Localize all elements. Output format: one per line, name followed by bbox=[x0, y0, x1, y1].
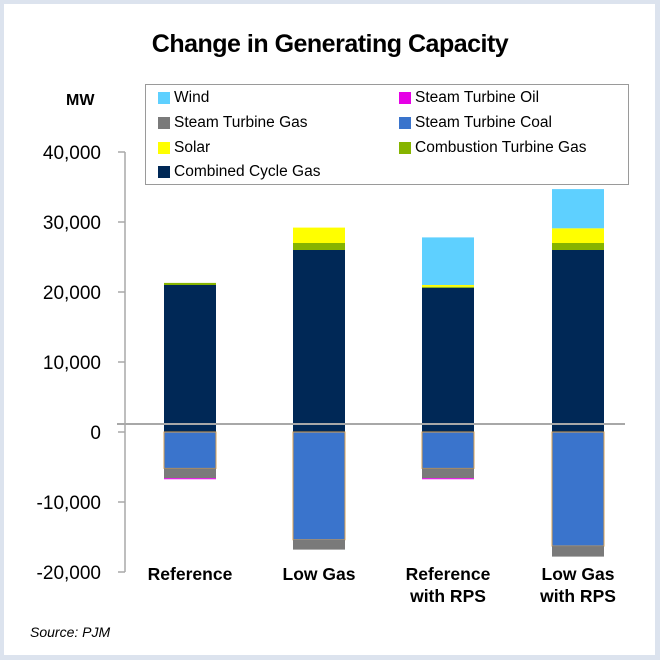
legend-swatch-steam-turbine-oil bbox=[399, 92, 411, 104]
bar-segment-steam-turbine-gas bbox=[293, 539, 345, 550]
bar-segment-combined-cycle-gas bbox=[552, 250, 604, 432]
legend-label: Wind bbox=[174, 89, 210, 106]
legend-item-steam-turbine-gas: Steam Turbine Gas bbox=[158, 114, 308, 132]
bar-segment-steam-turbine-coal bbox=[163, 431, 217, 469]
bar-segment-solar bbox=[293, 227, 345, 243]
bar-segment-steam-turbine-gas bbox=[422, 468, 474, 479]
bar-segment-solar bbox=[552, 228, 604, 243]
legend-label: Steam Turbine Gas bbox=[174, 114, 308, 131]
source-note: Source: PJM bbox=[30, 624, 111, 640]
y-tick-label: 30,000 bbox=[43, 213, 101, 234]
y-tick-label: -20,000 bbox=[37, 563, 101, 584]
bar-segment-wind bbox=[552, 189, 604, 229]
legend-label: Combustion Turbine Gas bbox=[415, 139, 587, 156]
x-tick-label: Reference bbox=[406, 564, 491, 584]
legend-swatch-wind bbox=[158, 92, 170, 104]
bar-segment-wind bbox=[422, 237, 474, 285]
bar-segment-steam-turbine-oil bbox=[164, 478, 216, 480]
legend-swatch-solar bbox=[158, 142, 170, 154]
y-tick-label: 10,000 bbox=[43, 353, 101, 374]
x-tick-label: Low Gas bbox=[542, 564, 615, 584]
legend-label: Combined Cycle Gas bbox=[174, 163, 321, 180]
legend-swatch-steam-turbine-gas bbox=[158, 117, 170, 129]
legend-item-wind: Wind bbox=[158, 89, 209, 107]
bar-segment-steam-turbine-coal bbox=[551, 431, 605, 547]
legend-item-combined-cycle-gas: Combined Cycle Gas bbox=[158, 163, 320, 181]
bar-segment-combustion-turbine-gas bbox=[293, 243, 345, 250]
y-tick-label: 20,000 bbox=[43, 283, 101, 304]
y-axis: 40,000 30,000 20,000 10,000 0 -10,000 -20,000 bbox=[37, 143, 126, 584]
legend-swatch-steam-turbine-coal bbox=[399, 117, 411, 129]
x-tick-label: Reference bbox=[148, 564, 233, 584]
y-tick-label: 40,000 bbox=[43, 143, 101, 164]
legend-item-combustion-turbine-gas: Combustion Turbine Gas bbox=[399, 139, 586, 157]
bar-segment-combined-cycle-gas bbox=[422, 287, 474, 432]
legend-label: Solar bbox=[174, 139, 211, 156]
legend-swatch-combustion-turbine-gas bbox=[399, 142, 411, 154]
legend-item-steam-turbine-coal: Steam Turbine Coal bbox=[399, 114, 552, 132]
y-axis-unit-label: MW bbox=[66, 92, 95, 109]
bar-segment-steam-turbine-oil bbox=[422, 478, 474, 480]
legend-label: Steam Turbine Coal bbox=[415, 114, 552, 131]
legend: Wind Steam Turbine Oil Steam Turbine Gas… bbox=[145, 84, 629, 185]
legend-label: Steam Turbine Oil bbox=[415, 89, 540, 106]
bar-segment-combustion-turbine-gas bbox=[552, 243, 604, 250]
bars bbox=[163, 189, 605, 557]
x-tick-label: Low Gas bbox=[283, 564, 356, 584]
y-tick-label: 0 bbox=[90, 423, 101, 444]
bar-segment-solar bbox=[422, 285, 474, 287]
bar-segment-combustion-turbine-gas bbox=[164, 282, 216, 285]
chart-title: Change in Generating Capacity bbox=[151, 30, 509, 58]
x-tick-label: with RPS bbox=[409, 586, 486, 606]
bar-segment-steam-turbine-gas bbox=[552, 546, 604, 557]
bar-segment-steam-turbine-coal bbox=[421, 431, 475, 469]
legend-swatch-combined-cycle-gas bbox=[158, 166, 170, 178]
bar-segment-combustion-turbine-gas bbox=[422, 286, 474, 288]
y-tick-label: -10,000 bbox=[37, 493, 101, 514]
bar-segment-steam-turbine-gas bbox=[164, 468, 216, 479]
legend-item-steam-turbine-oil: Steam Turbine Oil bbox=[399, 89, 539, 107]
legend-item-solar: Solar bbox=[158, 139, 210, 157]
bar-segment-steam-turbine-coal bbox=[292, 431, 346, 541]
x-tick-label: with RPS bbox=[539, 586, 616, 606]
bar-segment-combined-cycle-gas bbox=[293, 250, 345, 432]
bar-segment-combined-cycle-gas bbox=[164, 285, 216, 432]
